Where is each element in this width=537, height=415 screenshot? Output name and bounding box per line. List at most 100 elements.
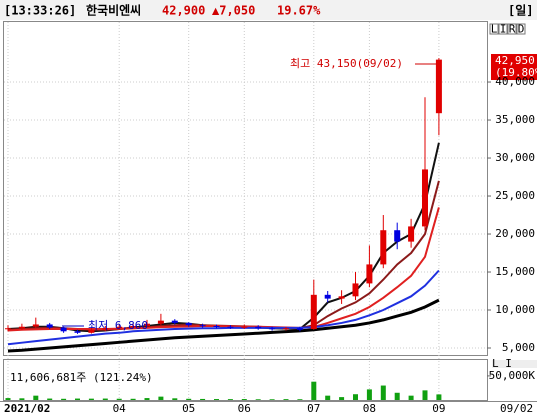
side-button-label[interactable]: D [518,23,525,36]
volume-bar [200,398,206,400]
candle-body [296,328,303,330]
candle-body [324,294,331,299]
volume-bar [325,395,331,400]
y-tick-label: 40,000 [495,75,535,88]
volume-bar [130,398,136,400]
candle-body [60,327,67,332]
last-price-box [491,54,537,80]
volume-bar [311,381,317,400]
volume-bar [61,398,67,400]
volume-bar [5,398,11,400]
side-button [516,23,526,35]
y-tick-label: 30,000 [495,151,535,164]
candle-body [213,325,220,327]
volume-bar [422,390,428,400]
candle-body [144,323,150,326]
volume-bar [227,399,233,400]
candle-body [408,226,415,242]
y-tick-label: 5,000 [502,341,535,354]
candle-body [227,326,234,328]
moving-average-line [7,180,440,331]
moving-average-line [7,269,440,346]
candle-body [269,328,276,330]
change: ▲7,050 [212,4,255,18]
candle-body [255,326,262,329]
volume-bar [75,398,80,400]
candle-body [18,326,25,329]
volume-bar [144,398,150,400]
candle-body [88,329,95,333]
y-tick-label: 15,000 [495,265,535,278]
candle-body [352,283,359,297]
side-button-label[interactable]: R [509,23,516,36]
candle-body [102,328,109,330]
moving-average-line [7,207,440,332]
candle-body [310,294,317,330]
x-tick-label: 07 [307,402,320,415]
low-annotation: 최저 6,860 [88,319,148,332]
volume-bar [88,398,94,400]
x-tick-label: 06 [238,402,251,415]
time: [13:33:26] [4,4,76,18]
y-tick-label: 20,000 [495,227,535,240]
volume-bar [255,399,261,400]
last-price: 42,950 [495,54,535,67]
side-button-label[interactable]: I [500,23,507,36]
candle-body [157,320,164,324]
x-tick-label: 2021/02 [4,402,50,415]
volume-bar [353,394,358,400]
x-tick-label: 04 [113,402,127,415]
candle-body [199,325,206,327]
candle-body [32,324,39,327]
rate: 19.67% [277,4,321,18]
candle-body [338,296,345,299]
candle-body [185,322,192,326]
volume-bar [186,398,192,400]
moving-average-line [7,298,440,353]
candle-body [130,325,137,327]
volume-side [492,360,537,368]
volume-annotation: 11,606,681주 (121.24%) [10,371,153,384]
side-button-label[interactable]: L [491,23,498,36]
volume-bar [214,399,219,400]
side-button [489,23,499,35]
last-rate: (19.80%) [495,66,537,79]
volume-bar [380,385,386,400]
x-tick-label: 08 [363,402,376,415]
price: 42,900 [162,4,205,18]
candle-body [366,264,373,284]
side-button [498,23,508,35]
y-tick-label: 25,000 [495,189,535,202]
volume-bar [283,399,289,400]
volume-bar [269,399,275,400]
volume-bar [102,398,108,400]
x-tick-label: 05 [182,402,195,415]
candle-body [435,59,442,114]
y-tick-label: 10,000 [495,303,535,316]
candle-body [394,230,401,242]
volume-bar [394,392,400,400]
last-date: 09/02 [500,402,533,415]
volume-bar [33,395,39,400]
period[interactable]: [일] [508,4,534,18]
volume-bar [172,398,178,400]
volume-side-label: L I [492,357,512,370]
candle-body [171,320,178,323]
y-tick-label: 35,000 [495,113,535,126]
volume-frame [3,359,488,401]
header-bar [0,0,537,20]
candle-body [380,230,387,265]
volume-bar [297,399,303,400]
volume-bar [366,389,372,400]
candle-body [46,324,53,328]
candle-body [422,169,428,227]
volume-bar [436,394,442,400]
candle-body [241,326,248,328]
price-frame [3,21,488,356]
x-tick-label: 09 [432,402,445,415]
volume-bar [158,396,164,400]
candle-body [74,331,81,333]
volume-tick-label: 50,000K [489,369,536,382]
